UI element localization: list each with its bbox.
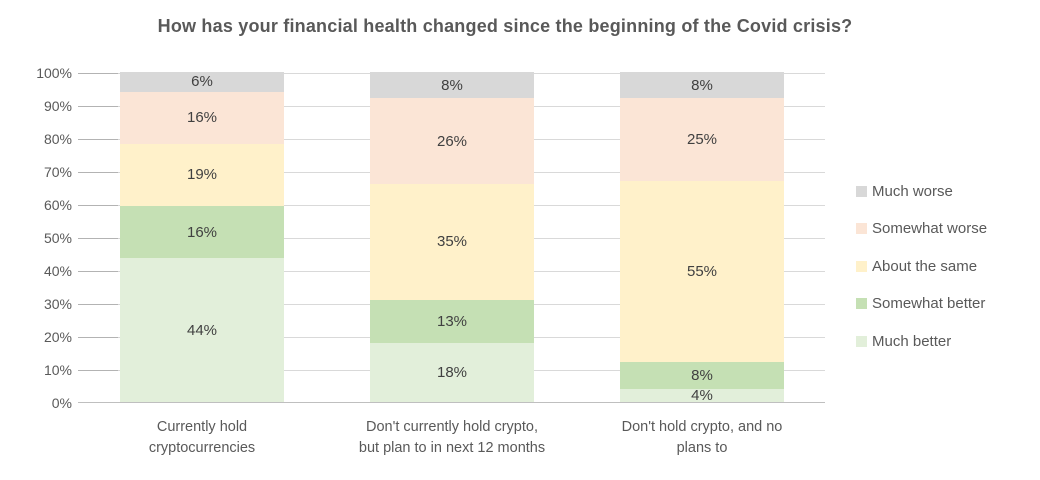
x-category-label-3: Don't hold crypto, and no plans to bbox=[621, 419, 783, 457]
segment-much-worse: 8% bbox=[620, 72, 784, 99]
legend-swatch-icon bbox=[856, 335, 867, 347]
plot-area: 44% 16% 19% 16% 6% 18% 13% 35% 26% 8% 4% 8% 55% 25% 8% bbox=[78, 72, 825, 404]
axis-tick bbox=[78, 106, 118, 107]
segment-value-label: 6% bbox=[191, 73, 213, 91]
segment-somewhat-worse: 26% bbox=[370, 98, 534, 185]
y-tick-label: 90% bbox=[43, 97, 72, 114]
segment-value-label: 55% bbox=[686, 263, 718, 281]
legend-swatch-icon bbox=[856, 298, 867, 309]
y-tick-label: 30% bbox=[43, 295, 72, 312]
segment-value-label: 16% bbox=[186, 223, 218, 241]
segment-value-label: 13% bbox=[436, 312, 468, 330]
axis-tick bbox=[78, 271, 118, 272]
segment-value-label: 8% bbox=[691, 367, 713, 385]
axis-tick bbox=[78, 139, 118, 140]
axis-tick bbox=[78, 370, 118, 371]
legend-label: Somewhat better bbox=[872, 295, 986, 312]
segment-much-better: 18% bbox=[370, 342, 534, 402]
y-tick-label: 70% bbox=[43, 163, 72, 180]
legend-item-much-better: Much better bbox=[856, 331, 951, 351]
segment-value-label: 25% bbox=[686, 131, 718, 149]
segment-value-label: 44% bbox=[186, 321, 218, 339]
segment-much-worse: 6% bbox=[120, 72, 284, 92]
legend-label: Much better bbox=[872, 332, 952, 350]
segment-value-label: 16% bbox=[186, 109, 218, 127]
x-category-label-2: Don't currently hold crypto, but plan to… bbox=[358, 419, 546, 457]
legend-label: About the same bbox=[872, 257, 978, 275]
axis-tick bbox=[78, 172, 118, 173]
axis-tick bbox=[78, 238, 118, 239]
y-tick-label: 0% bbox=[51, 394, 72, 411]
y-tick-label: 50% bbox=[43, 229, 72, 246]
segment-value-label: 35% bbox=[436, 233, 468, 251]
legend-swatch-icon bbox=[856, 185, 867, 197]
y-tick-label: 10% bbox=[43, 361, 72, 378]
y-tick-label: 20% bbox=[43, 328, 72, 345]
y-tick-label: 100% bbox=[36, 64, 72, 81]
segment-somewhat-better: 13% bbox=[370, 299, 534, 343]
segment-about-the-same: 35% bbox=[370, 184, 534, 300]
segment-much-better: 44% bbox=[120, 258, 284, 402]
y-tick-label: 80% bbox=[43, 130, 72, 147]
y-tick-label: 40% bbox=[43, 262, 72, 279]
legend-swatch-icon bbox=[856, 223, 867, 234]
legend-item-about-the-same: About the same bbox=[856, 256, 977, 276]
axis-tick bbox=[78, 337, 118, 338]
x-category-label-1: Currently hold cryptocurrencies bbox=[148, 419, 256, 457]
segment-somewhat-better: 16% bbox=[120, 205, 284, 259]
segment-value-label: 8% bbox=[441, 76, 463, 94]
segment-value-label: 26% bbox=[436, 132, 468, 150]
segment-value-label: 8% bbox=[691, 76, 713, 94]
axis-tick bbox=[78, 304, 118, 305]
segment-much-worse: 8% bbox=[370, 72, 534, 99]
segment-somewhat-worse: 16% bbox=[120, 91, 284, 144]
x-axis-line bbox=[78, 402, 825, 403]
legend-item-somewhat-worse: Somewhat worse bbox=[856, 219, 987, 239]
segment-value-label: 19% bbox=[186, 166, 218, 184]
y-tick-label: 60% bbox=[43, 196, 72, 213]
chart-title: How has your financial health changed si… bbox=[157, 16, 853, 36]
legend-label: Much worse bbox=[872, 182, 953, 200]
legend-swatch-icon bbox=[856, 260, 867, 272]
legend-label: Somewhat worse bbox=[872, 220, 988, 237]
segment-about-the-same: 19% bbox=[120, 143, 284, 206]
bar-2: 18% 13% 35% 26% 8% bbox=[370, 72, 534, 402]
bar-3: 4% 8% 55% 25% 8% bbox=[620, 72, 784, 404]
segment-somewhat-better: 8% bbox=[620, 362, 784, 389]
axis-tick bbox=[78, 205, 118, 206]
legend-item-much-worse: Much worse bbox=[856, 181, 953, 201]
segment-much-better: 4% bbox=[620, 386, 784, 404]
axis-tick bbox=[78, 73, 118, 74]
segment-somewhat-worse: 25% bbox=[620, 98, 784, 181]
segment-about-the-same: 55% bbox=[620, 180, 784, 363]
segment-value-label: 4% bbox=[691, 386, 713, 404]
segment-value-label: 18% bbox=[436, 363, 468, 381]
legend-item-somewhat-better: Somewhat better bbox=[856, 294, 985, 314]
bar-1: 44% 16% 19% 16% 6% bbox=[120, 72, 284, 402]
